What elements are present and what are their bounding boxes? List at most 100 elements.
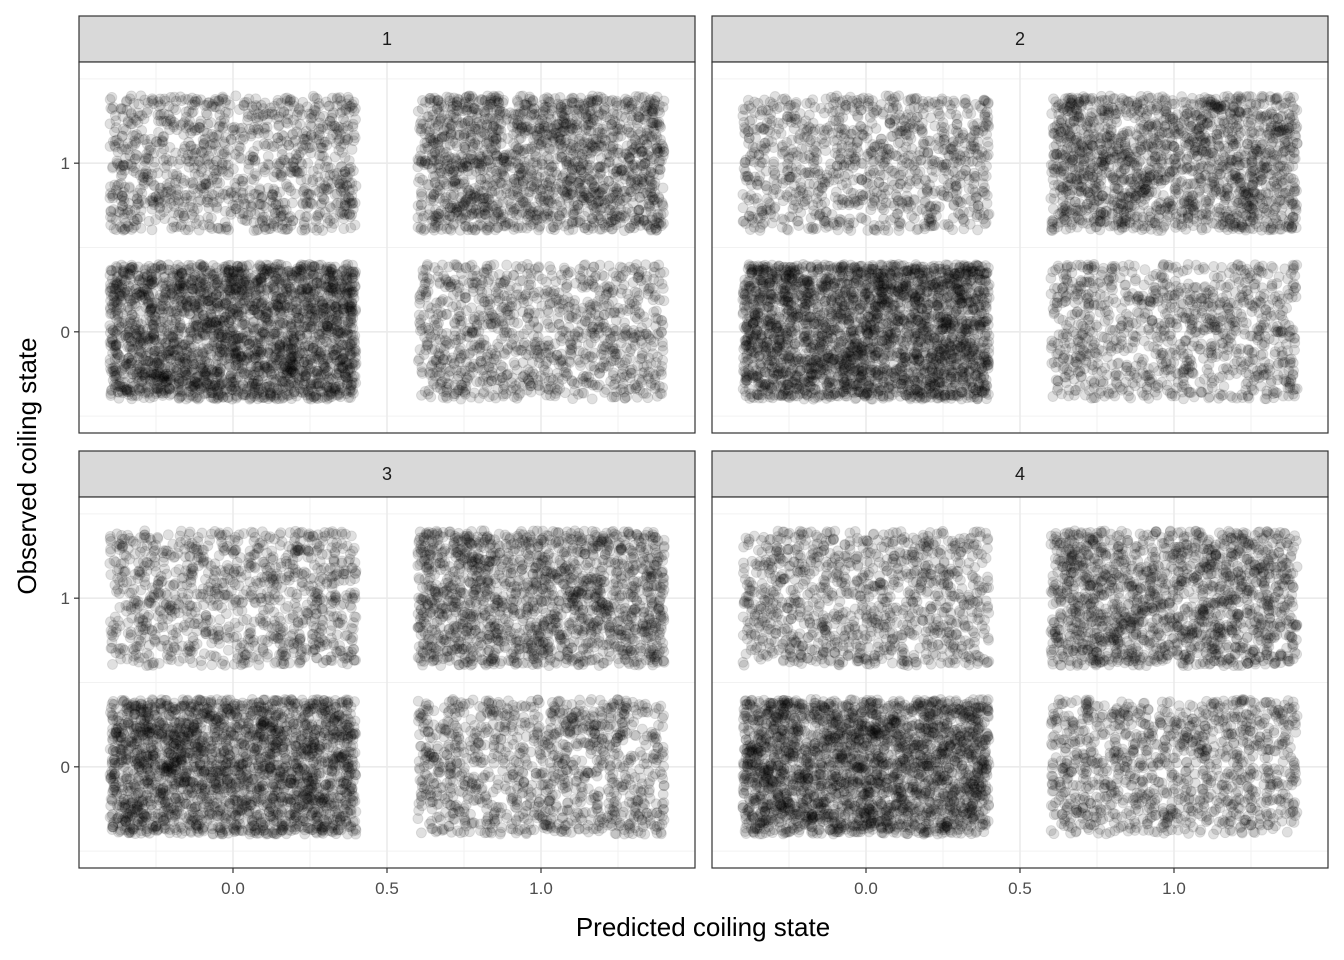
data-point bbox=[474, 189, 485, 201]
data-point bbox=[313, 209, 324, 221]
data-point bbox=[166, 222, 178, 234]
data-point bbox=[140, 152, 152, 164]
data-point bbox=[262, 182, 274, 194]
data-point bbox=[176, 95, 187, 107]
data-point bbox=[337, 168, 349, 180]
data-point bbox=[140, 153, 151, 165]
data-point bbox=[263, 159, 275, 171]
data-point bbox=[202, 118, 214, 130]
data-point bbox=[274, 158, 286, 170]
data-point bbox=[328, 212, 340, 224]
data-point bbox=[116, 200, 128, 212]
data-point bbox=[326, 92, 338, 104]
data-point bbox=[347, 197, 359, 209]
data-point bbox=[171, 124, 183, 136]
data-point bbox=[258, 122, 270, 134]
data-point bbox=[158, 154, 169, 166]
data-point bbox=[260, 108, 272, 120]
data-point bbox=[139, 160, 150, 172]
data-point bbox=[154, 182, 166, 194]
data-point bbox=[598, 140, 610, 152]
facet-panel-1: 1 bbox=[78, 15, 696, 434]
data-point bbox=[281, 181, 293, 193]
data-point bbox=[441, 91, 453, 103]
data-point bbox=[316, 191, 328, 203]
data-point bbox=[433, 214, 445, 226]
data-point bbox=[230, 90, 242, 102]
data-point bbox=[217, 91, 229, 103]
data-point bbox=[229, 121, 240, 133]
data-point bbox=[136, 110, 148, 121]
data-point bbox=[229, 187, 241, 199]
data-point bbox=[620, 93, 631, 105]
data-point bbox=[122, 115, 134, 127]
data-point bbox=[324, 115, 336, 127]
data-point bbox=[526, 123, 538, 135]
data-point bbox=[324, 169, 336, 181]
data-point bbox=[286, 197, 298, 209]
data-point bbox=[588, 180, 600, 192]
data-point bbox=[416, 191, 428, 203]
data-point bbox=[136, 194, 148, 206]
data-point bbox=[294, 104, 305, 116]
data-point bbox=[276, 129, 288, 141]
data-point bbox=[278, 130, 290, 142]
data-point bbox=[547, 206, 559, 218]
data-point bbox=[310, 215, 322, 227]
data-point bbox=[298, 143, 309, 155]
data-point bbox=[641, 187, 652, 199]
data-point bbox=[536, 136, 548, 148]
data-point bbox=[326, 112, 338, 124]
data-point bbox=[219, 205, 231, 217]
data-point bbox=[321, 155, 333, 167]
data-point bbox=[327, 168, 339, 180]
data-point bbox=[611, 100, 623, 112]
data-point bbox=[541, 92, 553, 104]
data-point bbox=[155, 182, 167, 194]
data-point bbox=[443, 151, 455, 163]
data-point bbox=[472, 208, 484, 220]
data-point bbox=[624, 222, 636, 234]
data-point bbox=[109, 309, 121, 321]
data-point bbox=[183, 161, 195, 173]
facet-panels: 1 23 4 bbox=[78, 15, 1329, 869]
data-point bbox=[423, 143, 434, 155]
data-point bbox=[206, 128, 218, 140]
data-point bbox=[559, 121, 571, 133]
data-point bbox=[611, 210, 623, 222]
data-point bbox=[203, 158, 215, 170]
data-point bbox=[314, 129, 326, 141]
data-point bbox=[653, 169, 665, 181]
data-point bbox=[311, 134, 323, 145]
data-point bbox=[338, 205, 350, 217]
data-point bbox=[156, 134, 168, 146]
data-point bbox=[514, 162, 526, 174]
data-point bbox=[147, 196, 158, 207]
data-point bbox=[481, 180, 493, 192]
data-point bbox=[496, 177, 508, 189]
data-point bbox=[311, 224, 323, 236]
data-point bbox=[490, 91, 502, 103]
data-point bbox=[129, 135, 141, 147]
data-point bbox=[186, 148, 198, 160]
data-point bbox=[155, 108, 167, 120]
data-point bbox=[225, 187, 237, 199]
data-point bbox=[495, 205, 507, 217]
data-point bbox=[463, 221, 475, 233]
data-point bbox=[533, 171, 545, 183]
data-point bbox=[645, 93, 657, 105]
data-point bbox=[168, 207, 180, 219]
data-point bbox=[287, 136, 299, 148]
data-point bbox=[121, 104, 133, 116]
data-point bbox=[132, 116, 144, 128]
data-point bbox=[524, 93, 536, 105]
data-point bbox=[206, 145, 218, 157]
data-point bbox=[173, 158, 185, 170]
data-point bbox=[248, 174, 260, 186]
data-point bbox=[227, 163, 239, 175]
data-point bbox=[563, 157, 575, 169]
cell-pred-1-obs-1 bbox=[412, 90, 670, 237]
data-point bbox=[568, 145, 580, 156]
data-point bbox=[223, 144, 234, 156]
data-point bbox=[122, 138, 134, 150]
